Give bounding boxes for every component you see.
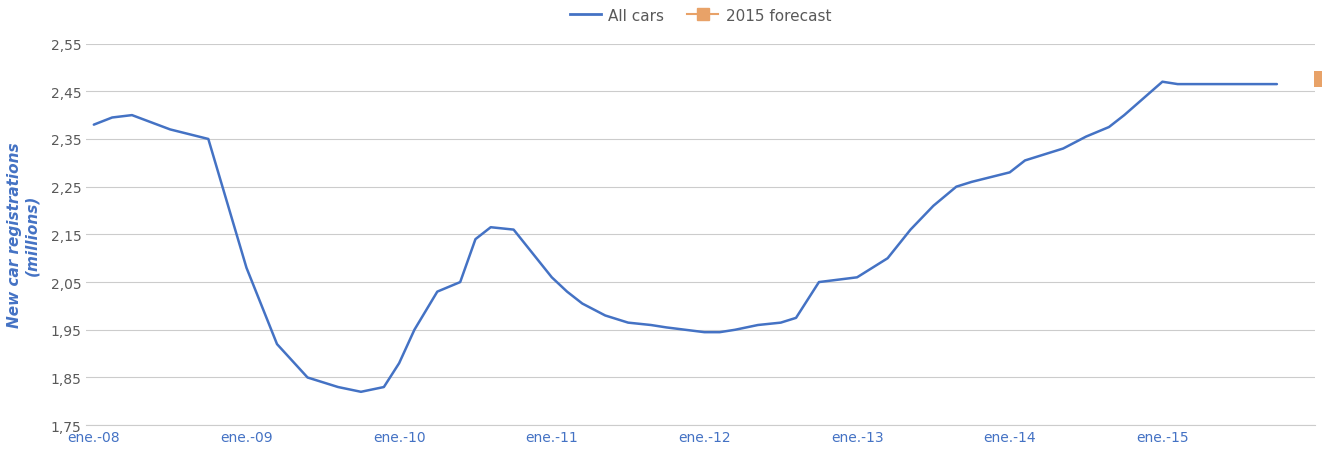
Legend: All cars, 2015 forecast: All cars, 2015 forecast [564,3,837,30]
Y-axis label: New car registrations
(millions): New car registrations (millions) [7,142,40,327]
